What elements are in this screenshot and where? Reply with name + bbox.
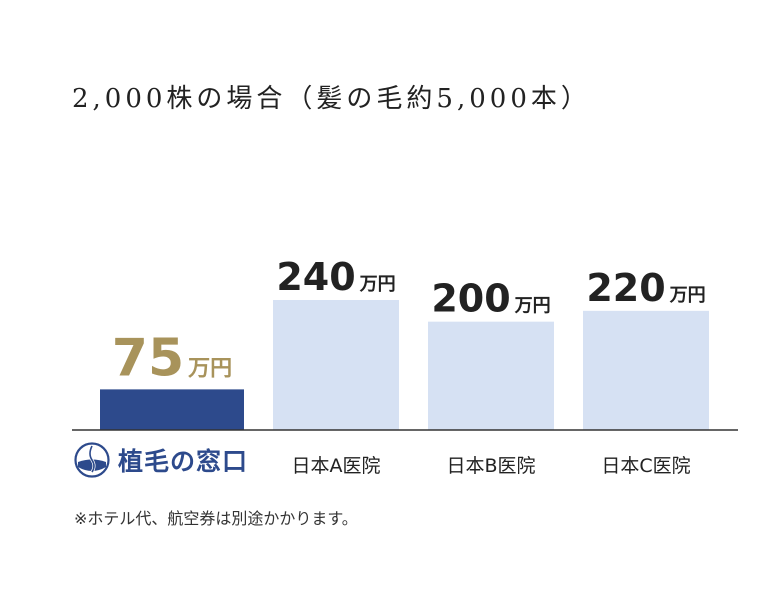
bar-1	[273, 300, 399, 430]
category-label-2: 日本B医院	[446, 455, 535, 477]
value-number-1: 240	[276, 255, 355, 299]
value-unit-1: 万円	[359, 274, 396, 295]
value-label-2: 200 万円	[431, 277, 550, 321]
logo-text: 植毛の窓口	[118, 447, 249, 476]
category-labels-group: 日本A医院 日本B医院 日本C医院	[292, 455, 691, 477]
bar-0	[100, 389, 244, 430]
value-unit-3: 万円	[669, 285, 706, 306]
value-number-0: 75	[112, 328, 184, 388]
value-number-2: 200	[431, 277, 510, 321]
bar-2	[428, 321, 554, 430]
category-label-1: 日本A医院	[292, 455, 381, 477]
value-unit-2: 万円	[514, 296, 551, 317]
value-label-3: 220 万円	[586, 266, 705, 310]
chart-title: 2,000株の場合（髪の毛約5,000本）	[72, 84, 591, 114]
category-label-3: 日本C医院	[601, 455, 690, 477]
footnote: ※ホテル代、航空券は別途かかります。	[74, 509, 358, 528]
hair-follicle-icon	[74, 442, 110, 478]
value-number-3: 220	[586, 266, 665, 310]
value-label-1: 240 万円	[276, 255, 395, 299]
logo: 植毛の窓口	[74, 442, 248, 478]
value-unit-0: 万円	[187, 356, 232, 381]
value-label-0: 75 万円	[112, 328, 232, 388]
bars-group	[100, 300, 709, 430]
bar-3	[583, 310, 709, 430]
